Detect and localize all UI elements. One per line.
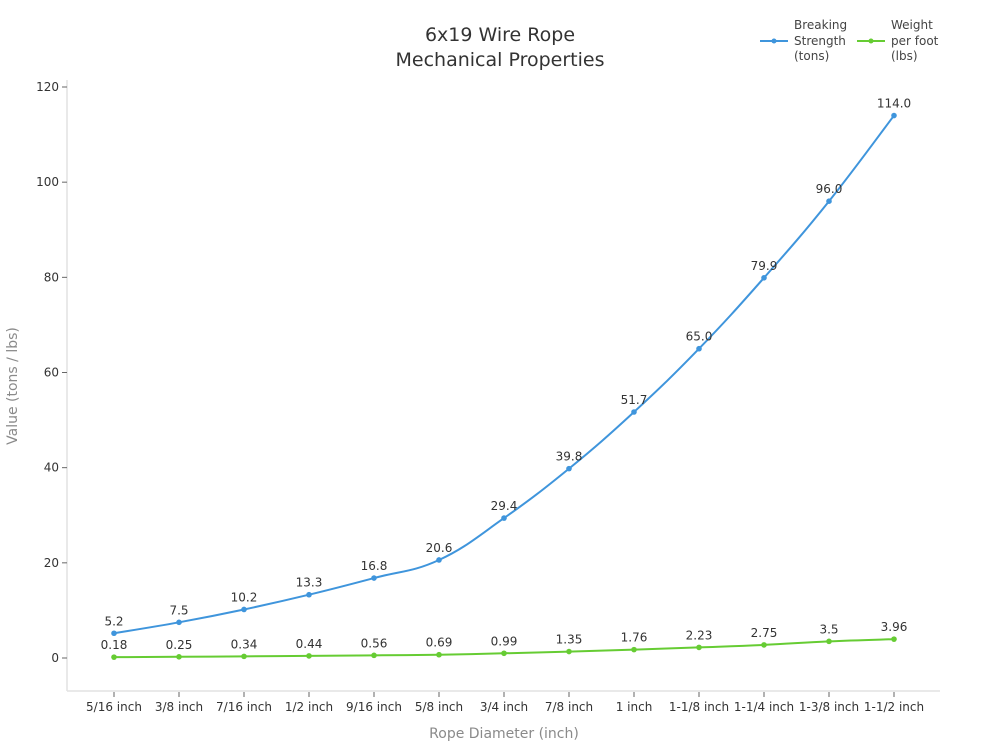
legend-label-line: (tons) [794,49,829,63]
data-point[interactable] [111,630,117,637]
data-point[interactable] [696,644,702,651]
x-tick-label: 7/16 inch [216,700,272,714]
legend-item-breaking-strength[interactable]: Breaking Strength (tons) [760,18,847,63]
data-point[interactable] [566,465,572,472]
legend-label-line: Breaking [794,18,847,32]
data-point[interactable] [176,654,182,660]
data-point[interactable] [631,646,637,653]
data-label: 51.7 [621,393,648,407]
data-point[interactable] [501,515,507,521]
legend-label-line: Strength [794,34,846,48]
data-point[interactable] [826,198,832,204]
data-label: 29.4 [491,499,518,513]
legend-label-line: (lbs) [891,49,918,63]
data-label: 20.6 [426,541,453,555]
data-point[interactable] [761,642,767,648]
data-label: 0.44 [296,637,323,651]
chart-title: 6x19 Wire Rope Mechanical Properties [396,24,605,71]
data-point[interactable] [826,638,832,645]
legend-item-weight-per-foot[interactable]: Weight per foot (lbs) [857,18,939,63]
data-label: 1.76 [621,631,648,645]
y-tick-label: 0 [51,651,59,665]
data-point[interactable] [891,636,897,642]
y-tick-label: 40 [44,461,59,475]
x-tick-label: 5/8 inch [415,700,463,714]
series-layer: 5.2 7.5 10.2 13.3 16.8 20.6 29.4 39.8 51.7 65.0 79… [101,97,911,660]
data-label: 0.25 [166,638,193,652]
series-weight-per-foot: 0.18 0.25 0.34 0.44 0.56 0.69 0.99 1.35 1.76 2.23… [101,620,908,660]
x-tick-label: 9/16 inch [346,700,402,714]
data-label: 13.3 [296,576,323,590]
data-label: 96.0 [816,182,843,196]
data-point[interactable] [436,651,442,658]
y-axis-title: Value (tons / lbs) [5,327,21,445]
data-point[interactable] [891,112,897,119]
data-point[interactable] [436,557,442,563]
data-label: 10.2 [231,590,258,604]
data-point[interactable] [306,591,312,598]
x-tick-label: 1/2 inch [285,700,333,714]
data-label: 2.23 [686,628,713,642]
x-tick-label: 1-1/4 inch [734,700,794,714]
legend: Breaking Strength (tons) Weight per foot… [760,18,939,63]
legend-label-line: Weight [891,18,933,32]
y-tick-label: 100 [36,175,59,189]
data-label: 114.0 [877,97,911,111]
data-label: 0.34 [231,637,258,651]
y-tick-label: 80 [44,270,59,284]
x-tick-label: 1-3/8 inch [799,700,859,714]
data-point[interactable] [176,619,182,626]
data-label: 16.8 [361,559,388,573]
data-point[interactable] [696,345,702,352]
data-point[interactable] [111,654,117,660]
x-tick-label: 1-1/2 inch [864,700,924,714]
data-label: 0.56 [361,636,388,650]
data-label: 39.8 [556,450,583,464]
x-axis-title: Rope Diameter (inch) [429,726,579,742]
x-tick-label: 5/16 inch [86,700,142,714]
data-label: 5.2 [104,614,123,628]
chart-title-line-1: 6x19 Wire Rope [425,24,575,46]
data-point[interactable] [501,650,507,657]
data-label: 0.69 [426,636,453,650]
data-point[interactable] [566,648,572,655]
data-label: 0.18 [101,638,128,652]
series-breaking-strength: 5.2 7.5 10.2 13.3 16.8 20.6 29.4 39.8 51.7 65.0 79… [104,97,911,637]
data-point[interactable] [306,653,312,659]
series-line [113,114,895,635]
y-axis-ticks: 0 20 40 60 80 100 120 [36,80,67,665]
y-tick-label: 20 [44,556,59,570]
y-tick-label: 60 [44,366,59,380]
axes: 0 20 40 60 80 100 120 5/16 inch 3/8 inch 7/16 in… [5,80,940,742]
x-tick-label: 3/8 inch [155,700,203,714]
data-label: 3.96 [881,620,908,634]
y-tick-label: 120 [36,80,59,94]
data-point[interactable] [241,606,247,613]
legend-label-line: per foot [891,34,939,48]
x-axis-ticks: 5/16 inch 3/8 inch 7/16 inch 1/2 inch 9/16 i… [86,692,924,714]
data-label: 79.9 [751,259,778,273]
data-point[interactable] [761,275,767,281]
x-tick-label: 7/8 inch [545,700,593,714]
x-tick-label: 1 inch [616,700,653,714]
data-label: 1.35 [556,633,583,647]
data-point[interactable] [241,653,247,660]
data-label: 65.0 [686,330,713,344]
data-label: 3.5 [819,622,838,636]
x-tick-label: 3/4 inch [480,700,528,714]
data-label: 2.75 [751,626,778,640]
data-label: 7.5 [169,603,188,617]
data-point[interactable] [631,409,637,415]
data-point[interactable] [371,575,377,581]
data-point[interactable] [371,652,377,659]
legend-marker-icon [868,38,874,44]
chart-title-line-2: Mechanical Properties [396,49,605,71]
legend-marker-icon [771,38,777,44]
x-tick-label: 1-1/8 inch [669,700,729,714]
data-label: 0.99 [491,634,518,648]
